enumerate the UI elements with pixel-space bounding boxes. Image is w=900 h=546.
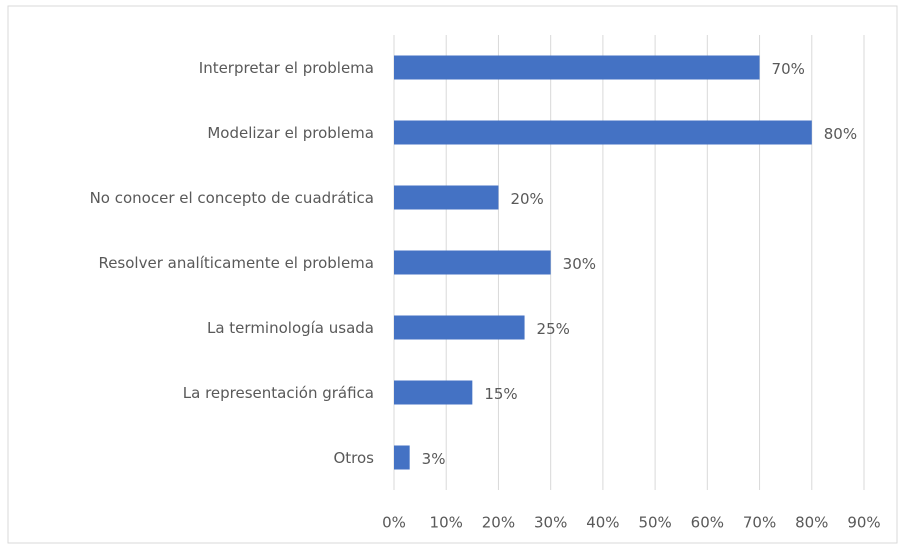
data-label: 20% — [510, 190, 543, 208]
y-tick-label: Otros — [333, 449, 374, 467]
y-tick-label: Interpretar el problema — [199, 59, 374, 77]
x-tick-label: 60% — [691, 514, 724, 532]
y-tick-label: Resolver analíticamente el problema — [98, 254, 374, 272]
bar — [394, 250, 551, 275]
data-label: 80% — [824, 125, 857, 143]
data-label: 15% — [484, 385, 517, 403]
x-tick-label: 40% — [586, 514, 619, 532]
x-tick-label: 30% — [534, 514, 567, 532]
bar — [394, 380, 473, 405]
y-tick-label: La terminología usada — [207, 319, 374, 337]
data-label: 3% — [422, 450, 446, 468]
bar — [394, 315, 525, 340]
x-tick-label: 70% — [743, 514, 776, 532]
bar — [394, 445, 410, 470]
data-label: 30% — [563, 255, 596, 273]
y-tick-label: Modelizar el problema — [207, 124, 374, 142]
x-tick-label: 50% — [638, 514, 671, 532]
data-label: 25% — [537, 320, 570, 338]
y-tick-label: No conocer el concepto de cuadrática — [90, 189, 374, 207]
x-tick-label: 10% — [430, 514, 463, 532]
x-tick-label: 0% — [382, 514, 406, 532]
bar — [394, 120, 812, 145]
bar — [394, 55, 760, 80]
x-tick-label: 90% — [847, 514, 880, 532]
y-tick-label: La representación gráfica — [183, 384, 374, 402]
x-tick-label: 80% — [795, 514, 828, 532]
data-label: 70% — [772, 60, 805, 78]
x-tick-label: 20% — [482, 514, 515, 532]
bar — [394, 185, 499, 210]
